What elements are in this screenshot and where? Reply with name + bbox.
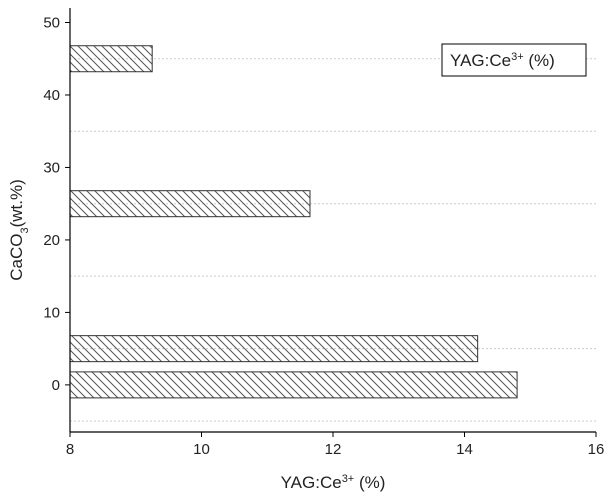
legend-label: YAG:Ce3+ (%) [450,51,555,70]
x-tick-label: 16 [588,441,605,458]
bar-45 [69,45,153,73]
y-tick-label: 40 [43,87,60,104]
legend-box [441,43,587,77]
x-tick-label: 12 [325,441,342,458]
y-tick-label: 20 [43,232,60,249]
x-tick-label: 10 [193,441,210,458]
y-tick-label: 0 [52,377,60,394]
grid-lines [70,58,596,422]
y-tick-label: 30 [43,159,60,176]
bar-5 [69,335,479,363]
bars [69,45,518,399]
y-ticks: 0 10 20 30 40 50 [43,14,70,394]
bar-25 [69,190,311,218]
bar-0 [69,371,518,399]
y-tick-label: 10 [43,304,60,321]
x-axis-label: YAG:Ce3+ (%) [281,473,386,492]
x-tick-label: 14 [456,441,473,458]
legend: YAG:Ce3+ (%) [441,43,587,77]
y-axis-label: CaCO3(wt.%) [7,179,31,281]
x-tick-label: 8 [66,441,74,458]
x-ticks: 8 10 12 14 16 [66,432,605,458]
y-tick-label: 50 [43,14,60,31]
